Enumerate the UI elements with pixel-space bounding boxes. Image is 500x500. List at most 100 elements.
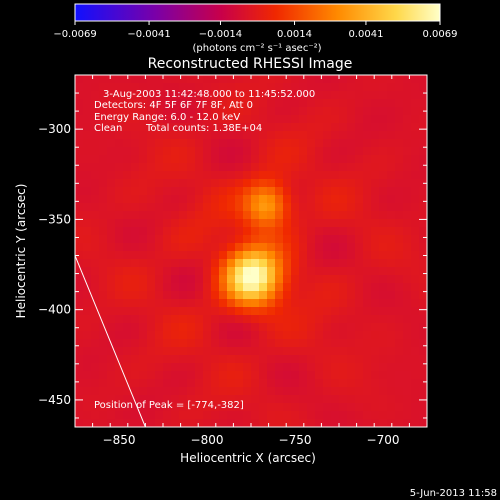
heatmap-cell — [131, 171, 140, 180]
heatmap-cell — [219, 179, 228, 188]
heatmap-cell — [163, 387, 172, 396]
heatmap-cell — [411, 403, 420, 412]
heatmap-cell — [395, 171, 404, 180]
heatmap-cell — [195, 323, 204, 332]
heatmap-cell — [243, 219, 252, 228]
heatmap-cell — [115, 275, 124, 284]
x-tick-label: −850 — [103, 433, 136, 447]
heatmap-cell — [355, 251, 364, 260]
heatmap-cell — [315, 203, 324, 212]
heatmap-cell — [75, 275, 84, 284]
heatmap-cell — [371, 195, 380, 204]
heatmap-cell — [227, 219, 236, 228]
heatmap-cell — [355, 299, 364, 308]
heatmap-cell — [75, 243, 84, 252]
heatmap-cell — [259, 211, 268, 220]
heatmap-cell — [275, 75, 284, 84]
heatmap-cell — [339, 211, 348, 220]
heatmap-cell — [371, 251, 380, 260]
heatmap-cell — [259, 371, 268, 380]
heatmap-cell — [331, 235, 340, 244]
heatmap-cell — [179, 235, 188, 244]
heatmap-cell — [171, 107, 180, 116]
colorbar-tick-label: 0.0041 — [348, 29, 383, 40]
heatmap-cell — [155, 171, 164, 180]
heatmap-cell — [275, 275, 284, 284]
heatmap-cell — [371, 259, 380, 268]
heatmap-cell — [83, 115, 92, 124]
heatmap-cell — [291, 395, 300, 404]
heatmap-cell — [83, 307, 92, 316]
heatmap-cell — [275, 323, 284, 332]
heatmap-cell — [115, 315, 124, 324]
heatmap-cell — [179, 115, 188, 124]
heatmap-cell — [331, 147, 340, 156]
heatmap-cell — [219, 307, 228, 316]
heatmap-cell — [107, 379, 116, 388]
heatmap-cell — [131, 99, 140, 108]
heatmap-cell — [339, 99, 348, 108]
heatmap-cell — [387, 339, 396, 348]
heatmap-cell — [211, 267, 220, 276]
x-axis-label: Heliocentric X (arcsec) — [180, 451, 316, 465]
heatmap-cell — [211, 123, 220, 132]
heatmap-cell — [155, 155, 164, 164]
heatmap-cell — [139, 91, 148, 100]
heatmap-cell — [347, 371, 356, 380]
heatmap-cell — [403, 355, 412, 364]
heatmap-cell — [267, 83, 276, 92]
heatmap-cell — [379, 363, 388, 372]
heatmap-cell — [323, 139, 332, 148]
heatmap-cell — [107, 235, 116, 244]
heatmap-cell — [187, 299, 196, 308]
heatmap-cell — [83, 395, 92, 404]
heatmap-cell — [131, 147, 140, 156]
heatmap-cell — [403, 123, 412, 132]
heatmap-cell — [195, 299, 204, 308]
heatmap-cell — [155, 219, 164, 228]
heatmap-cell — [211, 331, 220, 340]
heatmap-cell — [139, 243, 148, 252]
heatmap-cell — [251, 187, 260, 196]
heatmap-cell — [331, 403, 340, 412]
heatmap-cell — [83, 195, 92, 204]
heatmap-cell — [115, 339, 124, 348]
heatmap-cell — [323, 387, 332, 396]
heatmap-cell — [115, 267, 124, 276]
heatmap-cell — [219, 291, 228, 300]
heatmap-cell — [291, 83, 300, 92]
heatmap-cell — [291, 123, 300, 132]
heatmap-cell — [275, 195, 284, 204]
heatmap-cell — [139, 323, 148, 332]
heatmap-cell — [219, 219, 228, 228]
heatmap-cell — [299, 339, 308, 348]
heatmap-cell — [363, 275, 372, 284]
heatmap-cell — [299, 203, 308, 212]
heatmap-cell — [275, 235, 284, 244]
heatmap-cell — [171, 315, 180, 324]
heatmap-cell — [131, 259, 140, 268]
heatmap-cell — [299, 307, 308, 316]
heatmap-cell — [195, 171, 204, 180]
heatmap-cell — [411, 395, 420, 404]
heatmap-cell — [291, 219, 300, 228]
heatmap-cell — [283, 75, 292, 84]
heatmap-cell — [331, 99, 340, 108]
heatmap-cell — [307, 323, 316, 332]
heatmap-cell — [275, 131, 284, 140]
heatmap-cell — [235, 259, 244, 268]
heatmap-cell — [411, 259, 420, 268]
heatmap-cell — [99, 299, 108, 308]
heatmap-cell — [99, 371, 108, 380]
heatmap-cell — [91, 371, 100, 380]
heatmap-cell — [251, 331, 260, 340]
heatmap-cell — [323, 379, 332, 388]
heatmap-cell — [83, 387, 92, 396]
heatmap-cell — [259, 91, 268, 100]
heatmap-cell — [339, 283, 348, 292]
heatmap-cell — [411, 227, 420, 236]
heatmap-cell — [403, 115, 412, 124]
heatmap-cell — [411, 179, 420, 188]
heatmap-cell — [203, 283, 212, 292]
heatmap-cell — [227, 283, 236, 292]
